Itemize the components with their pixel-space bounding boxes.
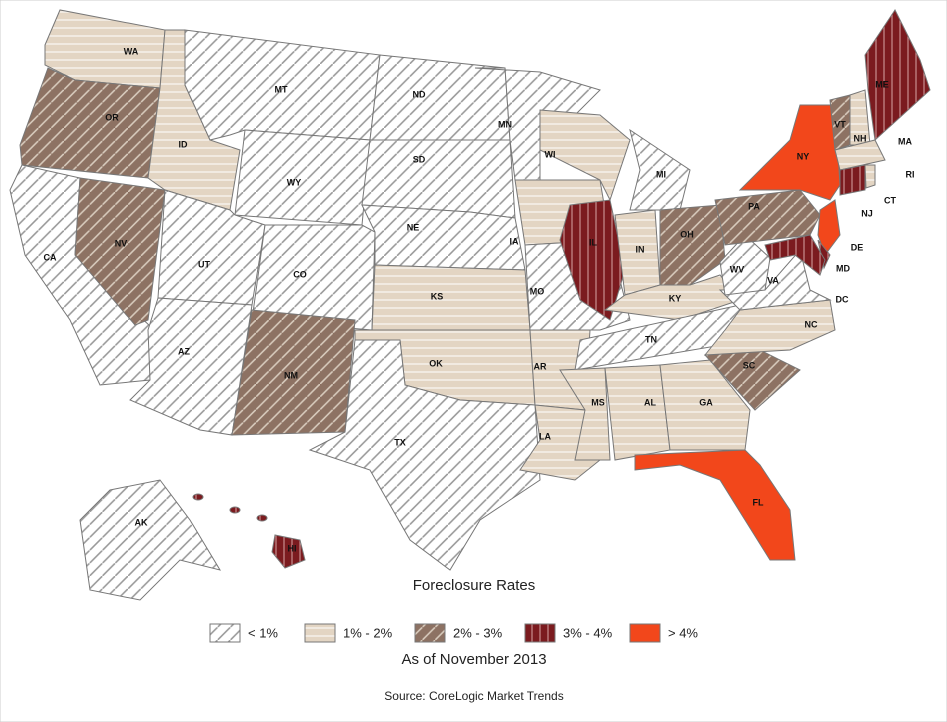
state-label: NV: [115, 238, 128, 248]
legend-title: Foreclosure Rates: [413, 577, 536, 594]
state-label: SD: [413, 154, 426, 164]
state-label: HI: [288, 543, 297, 553]
state-label: ID: [179, 139, 189, 149]
state-label: LA: [539, 431, 551, 441]
island: [256, 514, 268, 522]
state-label: NE: [407, 222, 420, 232]
state-label: GA: [699, 397, 713, 407]
state: [234, 129, 371, 226]
legend-swatch: [414, 623, 446, 643]
state-label: FL: [753, 497, 764, 507]
state-label: MD: [836, 263, 850, 273]
legend-swatch: [209, 623, 241, 643]
legend-label: > 4%: [668, 625, 698, 640]
state-label: MA: [898, 136, 912, 146]
state: [251, 224, 376, 331]
state-label: DE: [851, 242, 864, 252]
state: [308, 339, 541, 571]
state-label: IN: [636, 244, 645, 254]
legend: < 1% 1% - 2% 2% - 3% 3% - 4% > 4%: [209, 623, 698, 643]
state: [74, 177, 166, 326]
state-label: OH: [680, 229, 694, 239]
state: [559, 199, 626, 321]
state-label: MO: [530, 286, 545, 296]
legend-swatch: [524, 623, 556, 643]
state-label: MN: [498, 119, 512, 129]
state-label: SC: [743, 360, 756, 370]
state-label: MI: [656, 169, 666, 179]
state: [129, 297, 253, 436]
state-label: WA: [124, 46, 139, 56]
state: [864, 9, 931, 142]
state-label: WV: [730, 264, 745, 274]
state: [634, 449, 796, 561]
state-label: PA: [748, 201, 760, 211]
state-label: OR: [105, 112, 119, 122]
state-label: KS: [431, 291, 444, 301]
state: [834, 139, 886, 171]
state: [79, 479, 222, 601]
legend-swatch: [304, 623, 336, 643]
state-label: KY: [669, 293, 682, 303]
legend-label: 1% - 2%: [343, 625, 393, 640]
legend-label: 2% - 3%: [453, 625, 503, 640]
state-label: CA: [44, 252, 57, 262]
labels: WA OR CA NV ID MT WY UT CO AZ NM ND SD NE KS OK TX MN IA MO…: [44, 46, 915, 553]
state-label: MT: [275, 84, 288, 94]
state-label: WI: [545, 149, 556, 159]
state-label: NM: [284, 370, 298, 380]
state: [839, 164, 866, 196]
states: [9, 9, 931, 601]
state-label: TN: [645, 334, 657, 344]
island: [229, 506, 241, 514]
state-label: AR: [534, 361, 547, 371]
state-label: CT: [884, 195, 896, 205]
state-label: IL: [589, 237, 598, 247]
state-label: NC: [805, 319, 818, 329]
legend-label: 3% - 4%: [563, 625, 613, 640]
state-label: DC: [836, 294, 849, 304]
state: [659, 204, 726, 286]
subtitle: As of November 2013: [401, 651, 546, 668]
state: [764, 234, 826, 276]
state-label: UT: [198, 259, 210, 269]
state-label: AL: [644, 397, 656, 407]
state: [817, 199, 841, 257]
state: [714, 189, 821, 246]
legend-swatch: [629, 623, 661, 643]
state-label: NY: [797, 151, 810, 161]
state: [864, 164, 876, 189]
state-label: ND: [413, 89, 426, 99]
state-label: OK: [429, 358, 443, 368]
state-label: VT: [834, 119, 846, 129]
source: Source: CoreLogic Market Trends: [384, 689, 563, 703]
state-label: IA: [510, 236, 520, 246]
state-label: ME: [875, 79, 889, 89]
state-label: MS: [591, 397, 605, 407]
state-label: RI: [906, 169, 915, 179]
island: [192, 493, 204, 501]
state-label: WY: [287, 177, 302, 187]
state-label: NH: [854, 133, 867, 143]
legend-label: < 1%: [248, 625, 278, 640]
state-label: NJ: [861, 208, 873, 218]
state-label: CO: [293, 269, 307, 279]
state: [559, 367, 611, 461]
state-label: AK: [135, 517, 148, 527]
state: [659, 359, 751, 451]
state: [604, 364, 671, 461]
state-label: VA: [767, 275, 779, 285]
state: [371, 264, 531, 331]
state: [271, 534, 306, 569]
state-label: AZ: [178, 346, 190, 356]
state-label: TX: [394, 437, 406, 447]
